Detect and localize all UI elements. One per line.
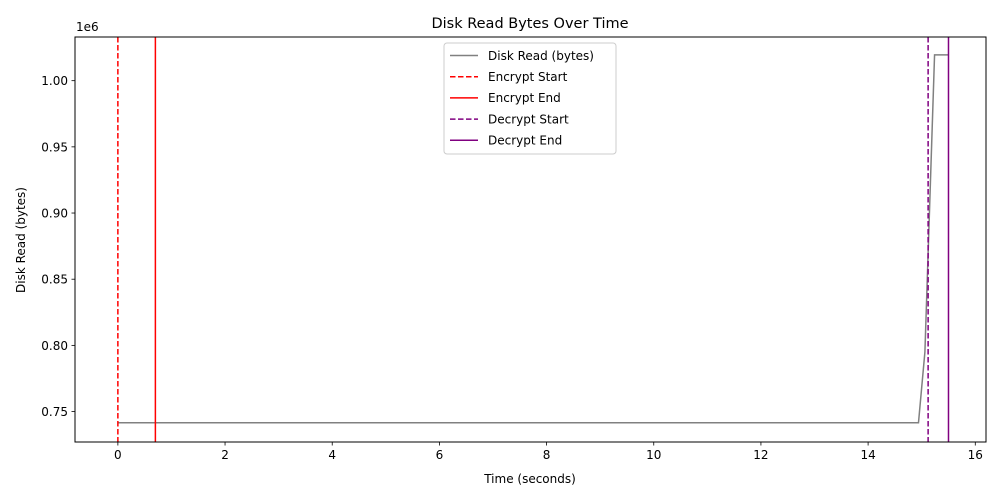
y-tick-label: 1.00 [41,74,68,88]
x-tick-label: 4 [328,448,336,462]
x-tick-label: 6 [436,448,444,462]
y-tick-label: 0.75 [41,405,68,419]
y-tick-label: 0.85 [41,273,68,287]
x-tick-label: 14 [860,448,875,462]
legend-label: Encrypt End [488,91,561,105]
x-tick-label: 2 [221,448,229,462]
axes-frame [74,36,987,443]
x-axis-label: Time (seconds) [483,472,576,486]
chart-title: Disk Read Bytes Over Time [431,16,628,32]
y-axis-label: Disk Read (bytes) [14,187,28,293]
x-tick-label: 16 [968,448,983,462]
x-axis: 0 2 4 6 8 10 12 14 16 [114,442,983,462]
legend-label: Disk Read (bytes) [488,49,594,63]
series-line-0 [117,54,949,424]
y-tick-label: 0.90 [41,207,68,221]
x-tick-label: 10 [646,448,661,462]
y-offset-text: 1e6 [76,20,99,34]
legend: Disk Read (bytes) Encrypt Start Encrypt En… [443,42,617,155]
x-tick-label: 8 [543,448,551,462]
y-axis: 0.75 0.80 0.85 0.90 0.95 1.00 [41,74,75,419]
x-tick-label: 12 [753,448,768,462]
legend-label: Decrypt Start [488,112,569,126]
legend-label: Decrypt End [488,134,562,148]
legend-label: Encrypt Start [488,70,568,84]
y-tick-label: 0.95 [41,140,68,154]
legend-box [443,42,617,155]
y-tick-label: 0.80 [41,339,68,353]
x-tick-label: 0 [114,448,122,462]
plot-area [117,37,950,442]
